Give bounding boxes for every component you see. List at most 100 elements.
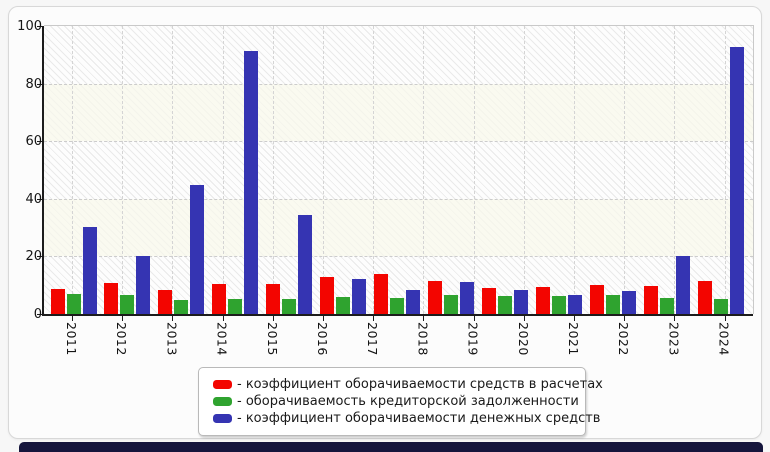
bar-cash-turnover <box>460 282 475 314</box>
horizontal-gridline <box>44 83 753 85</box>
bar-payables-turnover <box>444 294 459 314</box>
plot-band <box>44 141 753 199</box>
legend-label: - коэффициент оборачиваемости средств в … <box>237 377 603 392</box>
y-tick <box>37 83 42 85</box>
x-tick <box>373 316 375 321</box>
bar-payables-turnover <box>498 295 513 314</box>
vertical-gridline <box>122 26 124 314</box>
vertical-gridline <box>272 26 274 314</box>
bar-payables-turnover <box>660 297 675 314</box>
horizontal-gridline <box>44 141 753 143</box>
y-axis-label: 100 <box>17 19 42 34</box>
bar-cash-turnover <box>190 184 205 314</box>
bar-receivables-turnover <box>158 290 173 314</box>
vertical-gridline <box>172 26 174 314</box>
vertical-gridline <box>373 26 375 314</box>
vertical-gridline <box>724 26 726 314</box>
x-tick <box>624 316 626 321</box>
vertical-gridline <box>574 26 575 314</box>
bar-receivables-turnover <box>428 281 443 314</box>
bar-payables-turnover <box>174 299 189 314</box>
bar-cash-turnover <box>676 255 691 314</box>
y-tick <box>37 198 42 200</box>
y-tick <box>37 314 42 315</box>
bar-cash-turnover <box>136 256 151 314</box>
bar-payables-turnover <box>606 295 621 314</box>
x-tick <box>272 316 274 321</box>
y-axis-label: 80 <box>25 76 42 92</box>
legend: - коэффициент оборачиваемости средств в … <box>198 367 603 436</box>
plot-band <box>44 26 753 84</box>
y-axis-label: 60 <box>25 134 42 150</box>
bar-payables-turnover <box>552 296 567 314</box>
vertical-gridline <box>72 26 73 314</box>
x-axis-label: 2017 <box>365 322 381 356</box>
y-tick <box>37 256 42 258</box>
vertical-gridline <box>674 26 676 314</box>
x-axis-label: 2013 <box>164 322 180 356</box>
x-axis-label: 2022 <box>616 322 632 356</box>
x-axis-line <box>42 314 753 316</box>
x-tick <box>172 316 174 321</box>
bar-payables-turnover <box>714 299 729 314</box>
x-axis-label: 2015 <box>264 322 280 356</box>
x-axis-label: 2024 <box>716 322 732 356</box>
x-tick <box>724 316 726 321</box>
legend-item: - коэффициент оборачиваемости средств в … <box>213 376 603 393</box>
bar-payables-turnover <box>390 297 405 314</box>
bar-payables-turnover <box>336 297 351 314</box>
vertical-gridline <box>523 26 525 314</box>
bar-payables-turnover <box>282 299 297 314</box>
x-tick <box>473 316 475 321</box>
vertical-gridline <box>624 26 626 314</box>
plot-area: 2011 2012 2013 2014 2015 2016 2017 2018 2019 2020… <box>17 20 754 356</box>
y-axis-line <box>42 26 44 316</box>
bar-receivables-turnover <box>590 285 605 314</box>
x-axis-label: 2012 <box>114 322 130 356</box>
x-tick <box>72 316 73 321</box>
x-axis-label: 2019 <box>465 322 481 356</box>
bar-receivables-turnover <box>266 284 281 314</box>
x-axis-label: 2023 <box>666 322 682 356</box>
bar-payables-turnover <box>228 299 243 314</box>
bar-cash-turnover <box>352 279 367 314</box>
x-axis-label: 2021 <box>566 322 581 356</box>
x-axis-label: 2016 <box>315 322 330 356</box>
bar-payables-turnover <box>120 295 135 314</box>
plot-band <box>44 83 753 142</box>
bar-payables-turnover <box>66 293 81 314</box>
bar-receivables-turnover <box>482 287 497 314</box>
bar-receivables-turnover <box>50 289 65 314</box>
vertical-gridline <box>423 26 425 314</box>
legend-label: - коэффициент оборачиваемости денежных с… <box>237 411 601 426</box>
x-tick <box>523 316 525 321</box>
x-axis-label: 2018 <box>415 322 431 356</box>
horizontal-gridline <box>44 256 753 258</box>
y-tick <box>37 141 42 143</box>
legend-swatch-payables-turnover <box>213 397 232 406</box>
legend-swatch-receivables-turnover <box>213 380 232 389</box>
horizontal-gridline <box>44 198 753 200</box>
bar-receivables-turnover <box>320 276 335 314</box>
bar-receivables-turnover <box>104 282 119 314</box>
x-tick <box>323 316 324 321</box>
y-axis-label: 40 <box>25 191 42 207</box>
x-axis-label: 2020 <box>515 322 531 356</box>
vertical-gridline <box>323 26 324 314</box>
bar-cash-turnover <box>514 290 529 314</box>
bar-receivables-turnover <box>698 281 713 314</box>
plot-band <box>44 198 753 257</box>
x-axis-label: 2014 <box>214 322 230 356</box>
bar-cash-turnover <box>406 289 421 314</box>
y-tick <box>37 26 42 27</box>
bar-receivables-turnover <box>212 283 227 314</box>
bar-cash-turnover <box>568 295 583 314</box>
y-axis-label: 20 <box>25 249 42 265</box>
x-tick <box>222 316 224 321</box>
vertical-gridline <box>473 26 475 314</box>
bottom-bar <box>19 442 763 452</box>
legend-item: - коэффициент оборачиваемости денежных с… <box>213 410 600 427</box>
bar-cash-turnover <box>82 227 97 314</box>
y-axis-label: 0 <box>33 307 42 322</box>
